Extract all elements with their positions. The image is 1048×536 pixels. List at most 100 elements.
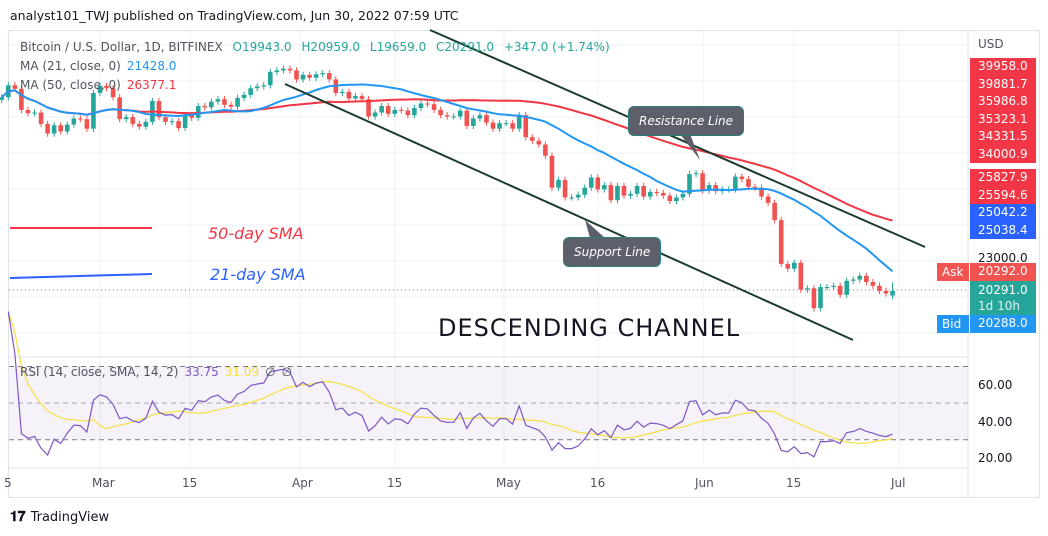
candle-body <box>104 85 109 89</box>
rsi-sma-line <box>7 311 893 444</box>
descending-channel-label: DESCENDING CHANNEL <box>438 314 741 342</box>
candle-body <box>772 202 777 221</box>
candle-body <box>516 115 522 129</box>
candle-body <box>176 121 181 129</box>
candle-body <box>464 110 470 126</box>
candle-body <box>621 185 627 196</box>
candle-body <box>222 99 227 105</box>
high-value: H20959.0 <box>301 40 361 54</box>
price-label: 39958.0 <box>970 58 1036 76</box>
rsi-sma-value: 31.09 <box>224 365 260 379</box>
ma21-legend[interactable]: MA (21, close, 0) 21428.0 <box>20 59 176 73</box>
last-price: 20291.0 1d 10h <box>970 281 1036 315</box>
tradingview-logo[interactable]: 𝟏𝟕 TradingView <box>10 509 109 525</box>
change-value: +347.0 (+1.74%) <box>503 40 610 54</box>
candle-body <box>254 86 260 89</box>
candle-body <box>844 280 849 295</box>
candle-body <box>38 112 44 124</box>
candle-body <box>189 115 194 118</box>
rsi-label: RSI (14, close, SMA, 14, 2) <box>20 365 179 379</box>
candle-body <box>628 193 633 196</box>
candle-body <box>438 109 443 116</box>
candle-body <box>575 194 581 198</box>
candle-body <box>739 176 745 180</box>
candle-body <box>857 275 863 280</box>
candle-body <box>143 121 149 127</box>
x-tick: 15 <box>182 476 198 490</box>
candle-body <box>503 123 509 125</box>
candle-body <box>890 291 895 296</box>
candle-body <box>215 99 221 102</box>
price-label: 34331.5 <box>970 128 1036 146</box>
candle-body <box>877 285 882 291</box>
candle-body <box>182 115 188 129</box>
ma21-value: 21428.0 <box>126 59 177 73</box>
candle-body <box>412 107 417 116</box>
candle-body <box>281 68 286 71</box>
candle-body <box>792 262 797 269</box>
rsi-line <box>7 311 893 458</box>
candle-body <box>431 104 437 110</box>
candle-body <box>850 279 856 281</box>
candle-body <box>287 68 293 71</box>
candle-body <box>444 115 450 117</box>
resistance-trendline <box>429 29 926 248</box>
candle-body <box>674 197 679 202</box>
candle-body <box>523 115 529 138</box>
candle-body <box>12 85 18 89</box>
price-label: 25594.6 <box>970 186 1036 204</box>
support-line-callout[interactable]: Support Line <box>563 237 662 267</box>
candle-body <box>274 70 280 73</box>
rsi-legend[interactable]: RSI (14, close, SMA, 14, 2) 33.75 31.09 ∅ ∅ <box>20 365 292 379</box>
candle-body <box>497 123 502 129</box>
candle-body <box>64 124 70 132</box>
open-value: O19943.0 <box>232 40 292 54</box>
x-tick: Jul <box>891 476 906 490</box>
x-tick: Mar <box>92 476 115 490</box>
candle-body <box>798 262 804 290</box>
candle-body <box>326 73 332 80</box>
candle-body <box>0 97 5 100</box>
rsi-tick: 60.00 <box>978 378 1013 392</box>
currency-label: USD <box>978 37 1004 51</box>
rsi-tick: 40.00 <box>978 415 1013 429</box>
candle-body <box>117 97 122 120</box>
rsi-tick: 20.00 <box>978 451 1013 465</box>
candle-body <box>824 287 830 289</box>
candle-body <box>595 177 601 190</box>
candle-body <box>123 117 129 120</box>
candle-body <box>392 109 398 114</box>
candle-body <box>706 185 712 191</box>
candle-body <box>320 73 325 75</box>
candle-body <box>359 96 365 100</box>
tv-logo-icon: 𝟏𝟕 <box>10 509 26 525</box>
sma50-label: 50-day SMA <box>208 224 304 243</box>
ma50-label: MA (50, close, 0) <box>20 78 121 92</box>
candle-body <box>137 123 142 127</box>
candle-body <box>870 282 876 286</box>
price-label: 34000.9 <box>970 145 1036 163</box>
candle-body <box>385 106 391 114</box>
candle-body <box>746 179 751 187</box>
candle-body <box>169 121 175 123</box>
ma50-legend[interactable]: MA (50, close, 0) 26377.1 <box>20 78 176 92</box>
symbol-legend: Bitcoin / U.S. Dollar, 1D, BITFINEX O199… <box>20 40 610 54</box>
candle-body <box>163 117 168 122</box>
low-value: L19659.0 <box>369 40 427 54</box>
candle-body <box>379 106 384 113</box>
candle-body <box>634 185 640 194</box>
x-tick: Apr <box>292 476 313 490</box>
candle-body <box>228 104 234 107</box>
last-price-value: 20291.0 <box>978 283 1028 297</box>
candle-body <box>78 118 83 120</box>
candle-body <box>713 185 718 192</box>
x-tick: 15 <box>387 476 403 490</box>
candle-body <box>294 70 299 80</box>
candle-body <box>700 173 705 191</box>
chart-frame <box>8 30 1040 498</box>
candle-body <box>405 110 411 116</box>
candle-body <box>765 196 771 203</box>
resistance-line-callout[interactable]: Resistance Line <box>628 106 745 136</box>
na-icon: ∅ <box>265 365 276 379</box>
